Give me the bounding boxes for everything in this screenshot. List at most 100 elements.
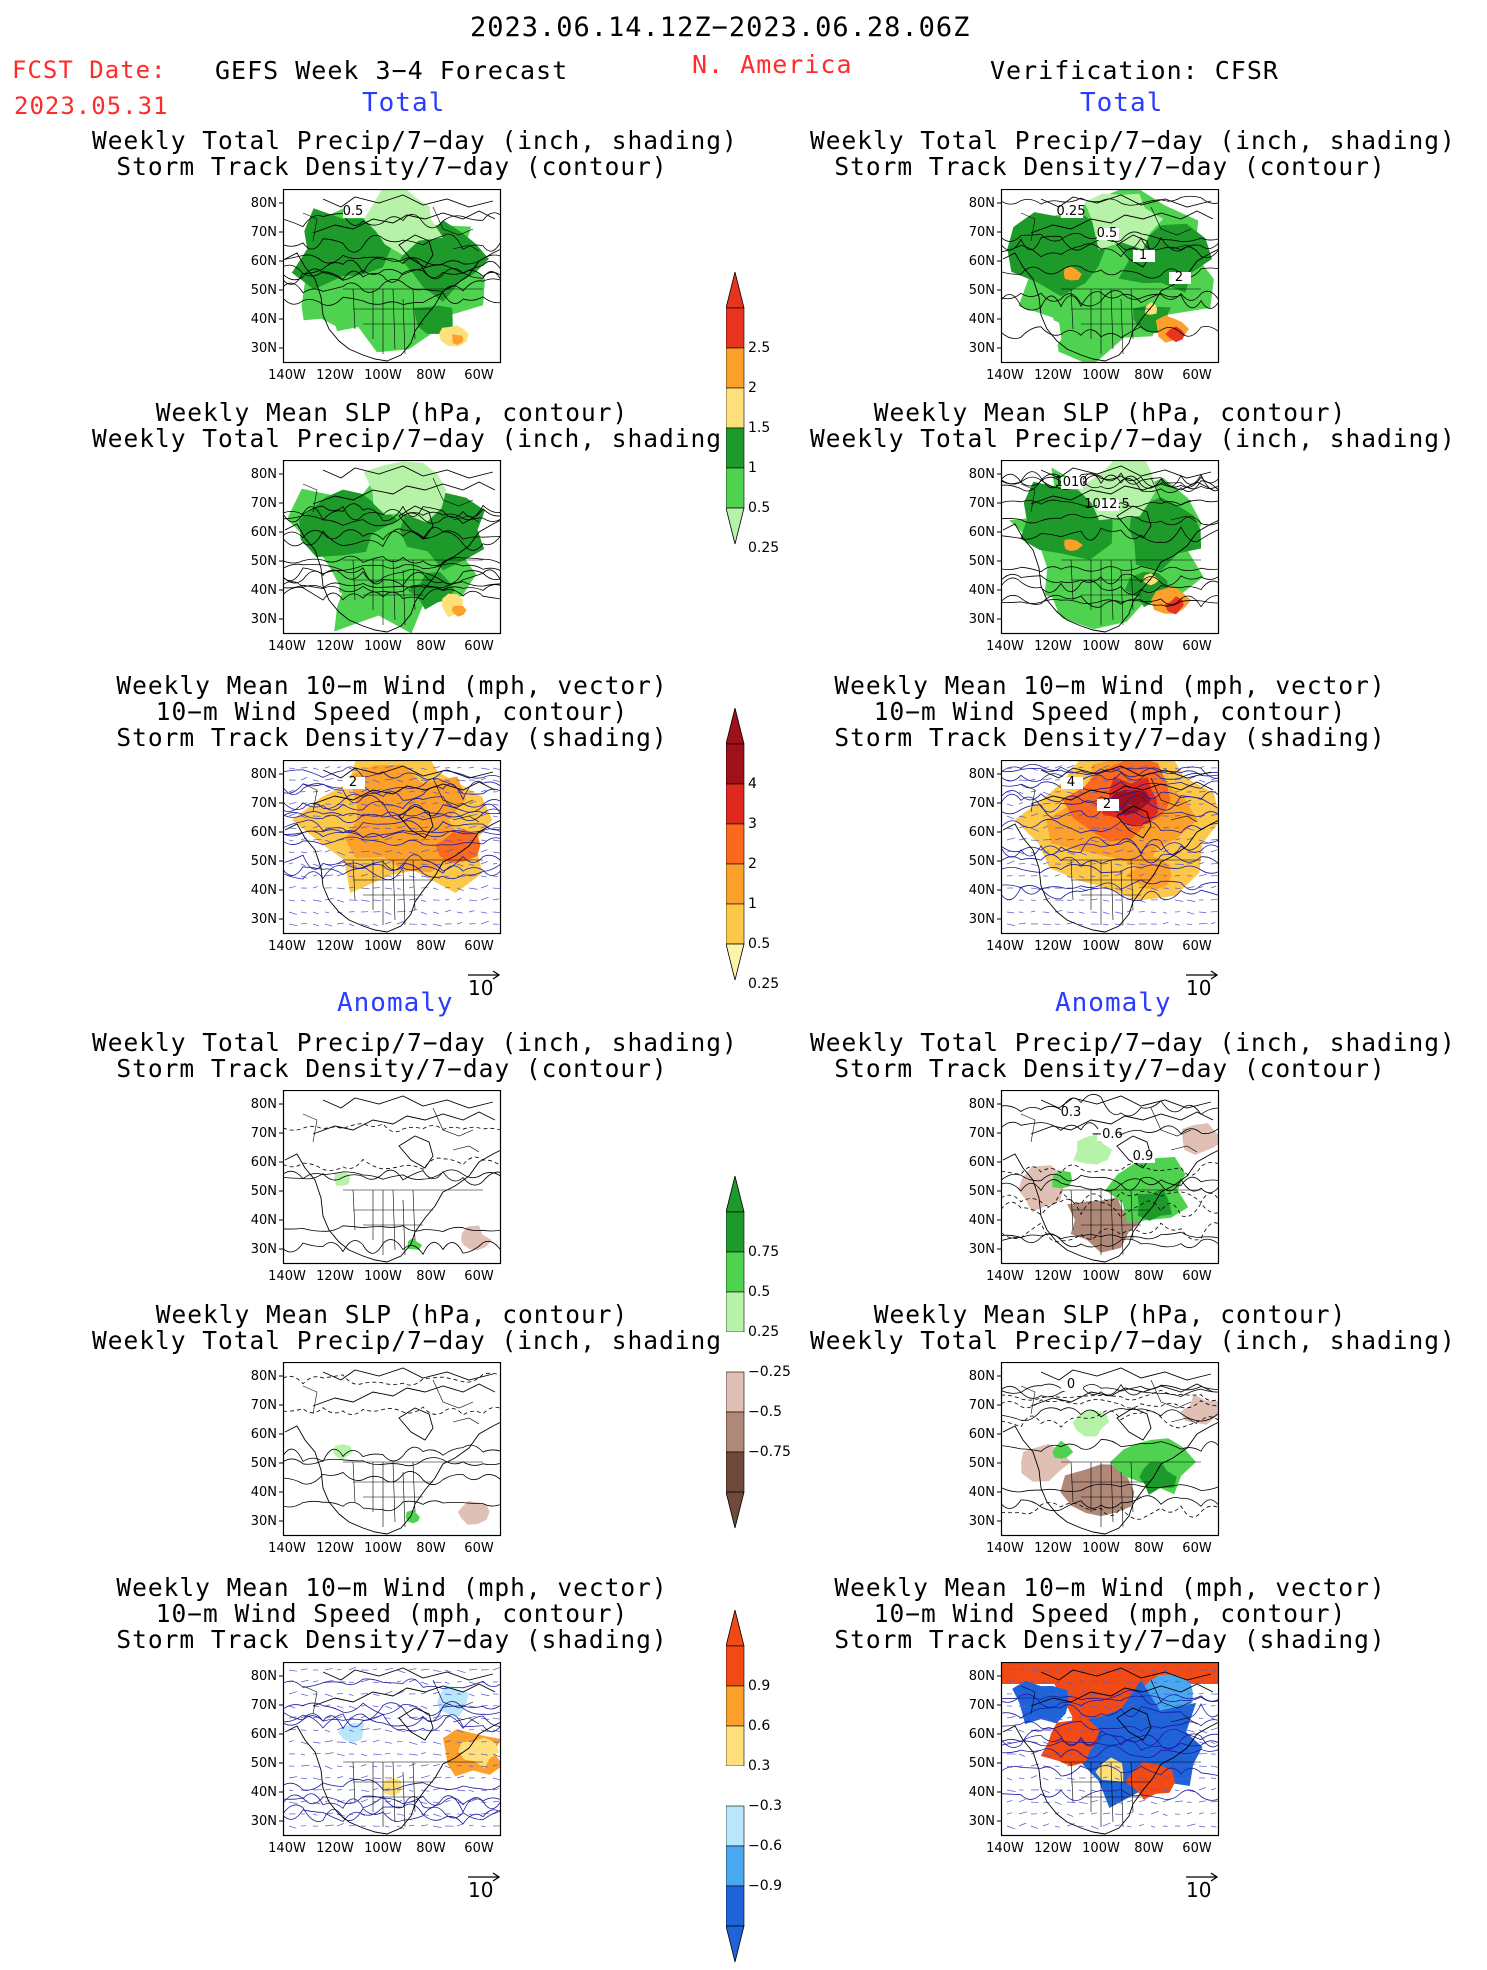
contour-label: 1010	[1054, 475, 1087, 490]
colorbar-label: 1	[748, 896, 757, 912]
lat-tick-label: 70N	[969, 225, 995, 240]
lon-tick-label: 140W	[986, 1841, 1024, 1856]
lon-tick-label: 80W	[1134, 939, 1164, 954]
lat-tick-label: 80N	[969, 196, 995, 211]
lat-tick-label: 30N	[969, 341, 995, 356]
lon-tick-label: 100W	[364, 368, 402, 383]
colorbar-label: 4	[748, 776, 757, 792]
lat-tick-label: 40N	[251, 1785, 277, 1800]
lat-tick-label: 30N	[251, 341, 277, 356]
lon-tick-label: 120W	[316, 368, 354, 383]
lat-tick-label: 50N	[251, 283, 277, 298]
lat-tick-label: 50N	[969, 1456, 995, 1471]
lat-tick-label: 60N	[251, 1727, 277, 1742]
lon-tick-label: 140W	[986, 939, 1024, 954]
colorbar-label: 2	[748, 856, 757, 872]
colorbar-label: 0.5	[748, 500, 770, 516]
colorbar-label: 1.5	[748, 420, 770, 436]
vector-ref-total-right: 10	[1184, 966, 1220, 985]
title-precip-storm-total-right: Weekly Total Precip/7−day (inch, shading…	[810, 128, 1410, 180]
lon-tick-label: 100W	[1082, 368, 1120, 383]
title-wind-storm-total-right: Weekly Mean 10−m Wind (mph, vector)10−m …	[810, 673, 1410, 751]
lat-tick-label: 60N	[251, 525, 277, 540]
lat-tick-label: 30N	[251, 612, 277, 627]
lon-tick-label: 100W	[364, 1841, 402, 1856]
lat-tick-label: 50N	[251, 854, 277, 869]
lon-tick-label: 80W	[1134, 1541, 1164, 1556]
lon-tick-label: 140W	[986, 1541, 1024, 1556]
lon-tick-label: 60W	[1182, 639, 1212, 654]
lon-tick-label: 60W	[464, 1841, 494, 1856]
lat-tick-label: 30N	[969, 1814, 995, 1829]
contour-label: 1012.5	[1084, 497, 1130, 512]
lon-tick-label: 120W	[316, 1541, 354, 1556]
colorbar-segment	[726, 1412, 744, 1452]
contour-label: 0	[1067, 1377, 1075, 1392]
title-slp-precip-total-left: Weekly Mean SLP (hPa, contour)Weekly Tot…	[92, 400, 692, 452]
lon-tick-label: 60W	[464, 1541, 494, 1556]
section-total-left: Total	[362, 88, 445, 118]
lon-tick-label: 120W	[316, 1841, 354, 1856]
title-slp-precip-total-right: Weekly Mean SLP (hPa, contour)Weekly Tot…	[810, 400, 1410, 452]
lon-tick-label: 80W	[416, 939, 446, 954]
lat-tick-label: 50N	[251, 1756, 277, 1771]
lon-tick-label: 80W	[416, 1841, 446, 1856]
lat-tick-label: 40N	[251, 583, 277, 598]
lon-tick-label: 60W	[464, 1269, 494, 1284]
lon-tick-label: 100W	[1082, 1269, 1120, 1284]
colorbar-label: 2	[748, 380, 757, 396]
lat-tick-label: 80N	[969, 1369, 995, 1384]
lon-tick-label: 100W	[1082, 1541, 1120, 1556]
lat-tick-label: 40N	[251, 1213, 277, 1228]
shading-region	[335, 1172, 350, 1186]
colorbar-bottom-triangle	[726, 944, 744, 980]
colorbar-segment	[726, 1372, 744, 1412]
lat-tick-label: 80N	[251, 467, 277, 482]
lat-tick-label: 30N	[969, 912, 995, 927]
section-total-right: Total	[1080, 88, 1163, 118]
lat-tick-label: 40N	[969, 312, 995, 327]
lat-tick-label: 60N	[969, 1427, 995, 1442]
lat-tick-label: 30N	[251, 1814, 277, 1829]
colorbar-bottom-triangle	[726, 1926, 744, 1962]
lon-tick-label: 120W	[316, 1269, 354, 1284]
lat-tick-label: 40N	[969, 1213, 995, 1228]
colorbar-label: 0.25	[748, 1324, 779, 1340]
contour-label: 4	[1067, 775, 1075, 790]
title-wind-storm-anom-left: Weekly Mean 10−m Wind (mph, vector)10−m …	[92, 1575, 692, 1653]
title-slp-precip-anom-left: Weekly Mean SLP (hPa, contour)Weekly Tot…	[92, 1302, 692, 1354]
lat-tick-label: 60N	[251, 1155, 277, 1170]
lat-tick-label: 50N	[969, 1756, 995, 1771]
contour-label: −0.6	[1091, 1127, 1123, 1142]
colorbar-label: 0.25	[748, 976, 779, 992]
lat-tick-label: 70N	[969, 1698, 995, 1713]
lon-tick-label: 80W	[416, 368, 446, 383]
lon-tick-label: 120W	[316, 939, 354, 954]
lat-tick-label: 60N	[969, 1155, 995, 1170]
contour-label: 0.9	[1133, 1149, 1154, 1164]
colorbar-segment	[726, 864, 744, 904]
lat-tick-label: 70N	[251, 225, 277, 240]
lat-tick-label: 30N	[969, 612, 995, 627]
contour-label: 0.5	[1097, 226, 1118, 241]
lon-tick-label: 120W	[1034, 639, 1072, 654]
lat-tick-label: 50N	[969, 554, 995, 569]
lon-tick-label: 60W	[1182, 1841, 1212, 1856]
lon-tick-label: 140W	[268, 1269, 306, 1284]
contour-label: 2	[1103, 797, 1111, 812]
lat-tick-label: 40N	[251, 883, 277, 898]
lon-tick-label: 140W	[268, 368, 306, 383]
colorbar-segment	[726, 1332, 744, 1372]
lon-tick-label: 60W	[464, 639, 494, 654]
lon-tick-label: 100W	[364, 639, 402, 654]
vector-ref-total-left: 10	[466, 966, 502, 985]
